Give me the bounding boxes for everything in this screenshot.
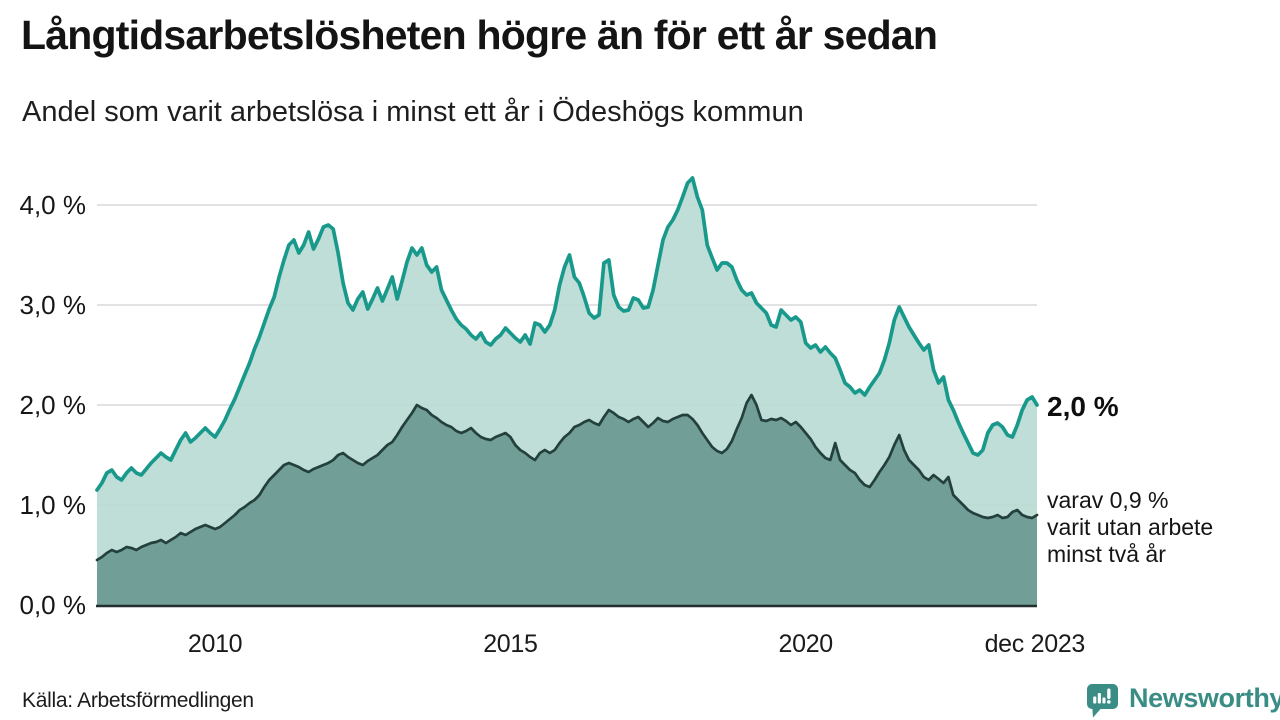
newsworthy-logo: Newsworthy — [1083, 681, 1280, 719]
logo-bar-2 — [1097, 693, 1101, 704]
newsworthy-wordmark: Newsworthy — [1129, 682, 1280, 713]
logo-bar-1 — [1093, 696, 1097, 704]
logo-bar-3 — [1102, 697, 1106, 704]
series-breakdown-label: varav 0,9 % varit utan arbete minst två … — [1047, 487, 1214, 567]
y-axis-tick-label: 0,0 % — [20, 590, 87, 620]
trend-line-two-years — [95, 393, 1039, 562]
x-axis-tick-label: 2015 — [483, 630, 537, 658]
y-axis-tick-label: 2,0 % — [20, 390, 87, 420]
trend-line-one-year — [95, 176, 1039, 492]
series-end-value-label: 2,0 % — [1047, 391, 1119, 422]
x-axis-tick-label: 2010 — [188, 630, 242, 658]
area-fill-two-years — [97, 395, 1037, 605]
newsworthy-logo-icon — [1087, 684, 1118, 718]
logo-exclamation-dot — [1107, 700, 1111, 704]
y-axis-tick-label: 3,0 % — [20, 290, 87, 320]
x-axis-tick-label: dec 2023 — [985, 630, 1085, 658]
y-axis-tick-label: 4,0 % — [20, 190, 87, 220]
page-title: Långtidsarbetslösheten högre än för ett … — [21, 12, 938, 58]
source-attribution: Källa: Arbetsförmedlingen — [22, 689, 254, 712]
y-axis-tick-label: 1,0 % — [20, 490, 87, 520]
page-subtitle: Andel som varit arbetslösa i minst ett å… — [22, 96, 804, 128]
x-axis-tick-label: 2020 — [778, 630, 832, 658]
logo-exclamation-bar — [1107, 688, 1111, 699]
